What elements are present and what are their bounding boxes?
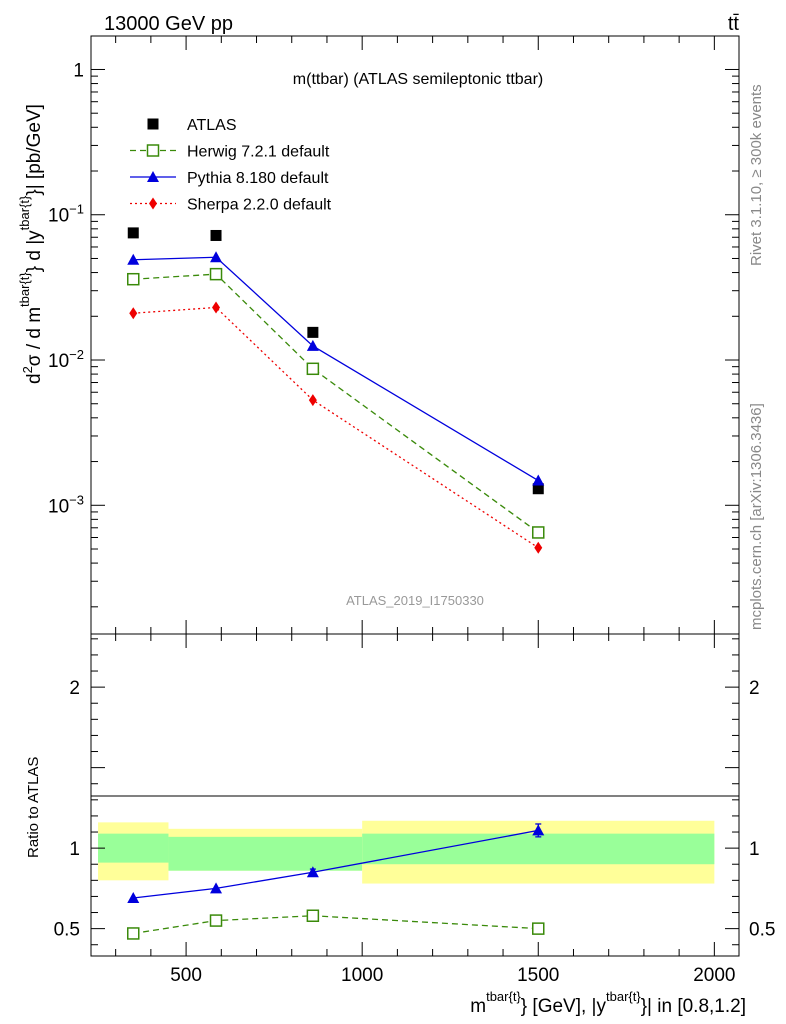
main-series-lines bbox=[133, 256, 539, 549]
data-point-sherpa bbox=[129, 307, 138, 320]
data-point-pythia bbox=[210, 251, 223, 263]
series-line-pythia bbox=[133, 256, 539, 482]
x-tick-label: 500 bbox=[170, 965, 202, 986]
series-line-herwig bbox=[133, 273, 539, 533]
legend-label-sherpa: Sherpa 2.2.0 default bbox=[187, 197, 332, 214]
legend-label-atlas: ATLAS bbox=[187, 117, 237, 134]
y-tick-label: 10−3 bbox=[48, 492, 84, 517]
legend-label-herwig: Herwig 7.2.1 default bbox=[187, 144, 330, 161]
watermark: ATLAS_2019_I1750330 bbox=[346, 593, 484, 608]
ratio-bands bbox=[98, 820, 715, 884]
data-point-herwig bbox=[306, 362, 320, 376]
ratio-y-tick-label-left: 0.5 bbox=[54, 920, 80, 941]
x-tick-label: 2000 bbox=[693, 965, 735, 986]
data-point-herwig bbox=[532, 526, 545, 539]
data-point-herwig bbox=[127, 272, 140, 286]
main-title: m(ttbar) (ATLAS semileptonic ttbar) bbox=[293, 71, 543, 88]
band-inner bbox=[98, 833, 169, 863]
ratio-point-pythia bbox=[127, 892, 140, 904]
legend-label-pythia: Pythia 8.180 default bbox=[187, 170, 329, 187]
y-tick-label: 10−1 bbox=[48, 202, 84, 227]
legend-marker-atlas bbox=[147, 118, 159, 130]
data-point-pythia bbox=[532, 474, 545, 486]
ratio-point-herwig bbox=[127, 927, 140, 940]
data-point-pythia bbox=[306, 339, 319, 351]
band-inner bbox=[362, 833, 715, 865]
y-tick-label: 10−2 bbox=[48, 347, 84, 372]
ratio-y-tick-label-left: 2 bbox=[69, 678, 80, 699]
series-line-sherpa bbox=[133, 306, 539, 549]
ratio-line-herwig bbox=[133, 915, 539, 935]
svg-text:mtbar{t}} [GeV], |ytbar{t}}| i: mtbar{t}} [GeV], |ytbar{t}}| in [0.8,1.2… bbox=[470, 989, 746, 1017]
x-tick-label: 1000 bbox=[341, 965, 383, 986]
legend-marker-pythia bbox=[147, 171, 159, 182]
data-point-atlas bbox=[532, 483, 544, 495]
ratio-y-tick-label-right: 0.5 bbox=[749, 920, 775, 941]
data-point-sherpa bbox=[212, 301, 221, 314]
x-axis-label: mtbar{t}} [GeV], |ytbar{t}}| in [0.8,1.2… bbox=[470, 989, 746, 1017]
data-point-herwig bbox=[209, 267, 223, 281]
main-series-markers bbox=[127, 227, 545, 554]
header-left: 13000 GeV pp bbox=[104, 13, 233, 35]
ratio-point-pythia bbox=[306, 866, 319, 878]
ratio-panel: 0.5 0.5 1 1 2 2 500 1000 1500 2000 Ratio to ATLAS… bbox=[25, 633, 775, 1017]
ratio-y-axis-label: Ratio to ATLAS bbox=[25, 757, 42, 858]
ratio-y-tick-label-right: 1 bbox=[749, 839, 760, 860]
ratio-point-pythia bbox=[210, 882, 223, 894]
ratio-point-herwig bbox=[209, 914, 223, 927]
svg-text:d2σ / d mtbar{t}} d |ytbar{t}}: d2σ / d mtbar{t}} d |ytbar{t}}| [pb/GeV] bbox=[17, 104, 45, 384]
x-tick-label: 1500 bbox=[517, 965, 559, 986]
legend: ATLAS Herwig 7.2.1 default Pythia 8.180 de… bbox=[130, 117, 332, 214]
data-point-atlas bbox=[127, 227, 139, 239]
ratio-y-tick-label-left: 1 bbox=[69, 839, 80, 860]
main-axis-ticks: 1 10−1 10−2 10−3 bbox=[48, 36, 739, 634]
ratio-line-pythia bbox=[133, 829, 539, 899]
ratio-series-lines bbox=[133, 829, 539, 935]
data-point-atlas bbox=[210, 229, 222, 241]
ratio-frame bbox=[90, 633, 740, 957]
ratio-y-tick-label-right: 2 bbox=[749, 678, 760, 699]
ratio-point-pythia bbox=[532, 824, 545, 836]
ratio-axis-ticks: 0.5 0.5 1 1 2 2 500 1000 1500 2000 bbox=[54, 634, 775, 986]
header-right: tt̄ bbox=[728, 13, 740, 35]
side-text-top: Rivet 3.1.10, ≥ 300k events bbox=[748, 84, 765, 266]
y-tick-label: 1 bbox=[73, 60, 84, 81]
side-text-bottom: mcplots.cern.ch [arXiv:1306.3436] bbox=[748, 403, 765, 630]
ratio-series-markers bbox=[127, 823, 545, 940]
main-y-axis-label: d2σ / d mtbar{t}} d |ytbar{t}}| [pb/GeV] bbox=[17, 104, 45, 384]
legend-marker-herwig bbox=[146, 144, 160, 157]
data-point-sherpa bbox=[534, 541, 543, 554]
data-point-pythia bbox=[127, 253, 140, 265]
main-panel: 1 10−1 10−2 10−3 m(ttbar) (ATLAS semilepton… bbox=[17, 35, 740, 635]
data-point-sherpa bbox=[308, 394, 317, 407]
band-inner bbox=[168, 836, 363, 871]
data-point-atlas bbox=[307, 326, 319, 338]
ratio-point-herwig bbox=[306, 909, 320, 922]
ratio-point-herwig bbox=[532, 922, 545, 935]
legend-marker-sherpa bbox=[149, 197, 157, 210]
